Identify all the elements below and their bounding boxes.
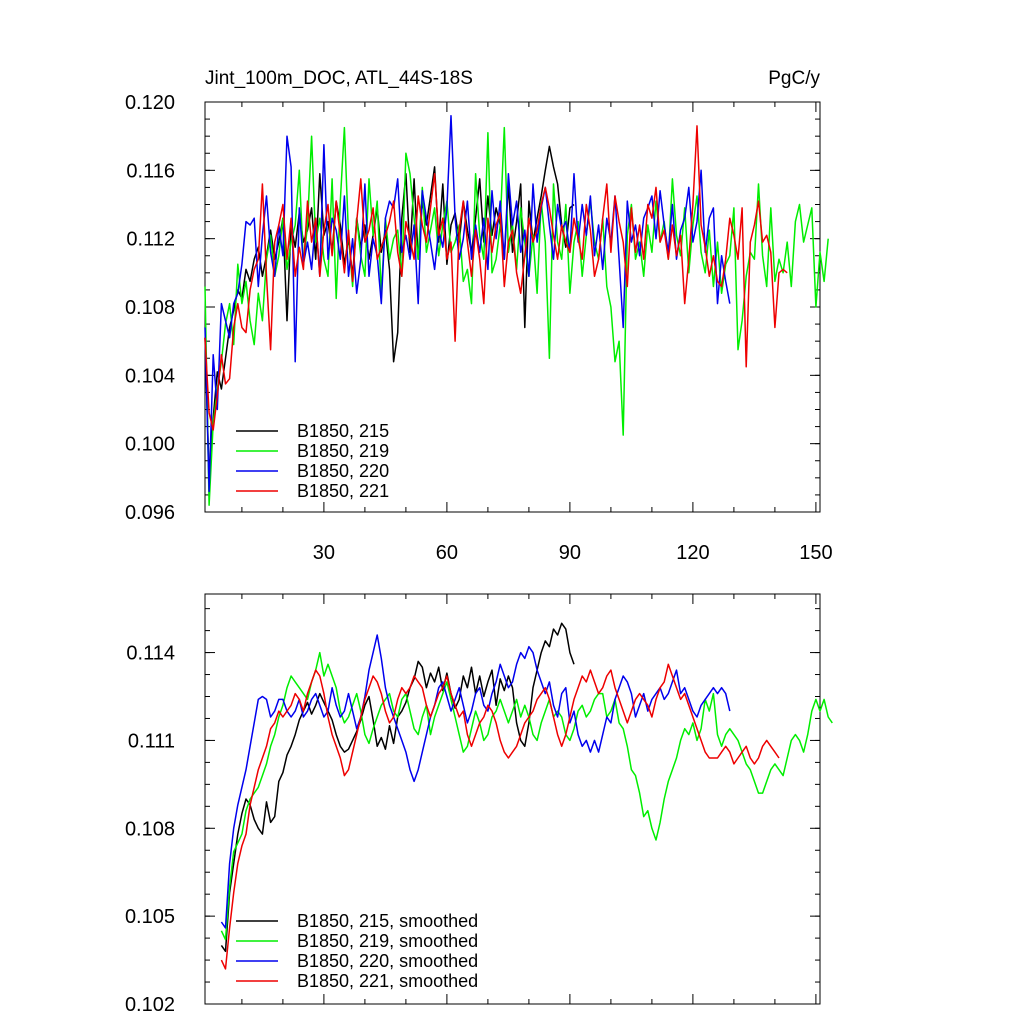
x-tick-label: 60 <box>436 542 458 564</box>
legend-label: B1850, 221 <box>297 481 389 501</box>
series-line <box>220 651 833 941</box>
y-tick-label: 0.105 <box>125 906 175 928</box>
legend-label: B1850, 221, smoothed <box>297 971 478 991</box>
legend-label: B1850, 219, smoothed <box>297 931 478 951</box>
y-tick-label: 0.116 <box>126 160 175 182</box>
top-chart-units: PgC/y <box>768 68 820 89</box>
legend-label: B1850, 215 <box>297 421 389 441</box>
y-tick-label: 0.108 <box>125 297 175 319</box>
bottom-axis-ticks: 0.102 0.105 0.108 0.111 0.114 <box>125 594 820 1016</box>
y-tick-label: 0.104 <box>125 365 175 387</box>
legend-label: B1850, 220, smoothed <box>297 951 478 971</box>
legend-label: B1850, 219 <box>297 441 389 461</box>
series-line <box>220 634 731 929</box>
x-tick-label: 150 <box>799 542 832 564</box>
x-tick-label: 120 <box>676 542 709 564</box>
y-tick-label: 0.120 <box>125 92 175 114</box>
series-line <box>204 114 731 493</box>
y-tick-label: 0.100 <box>125 434 175 456</box>
y-tick-label: 0.102 <box>125 994 175 1016</box>
top-chart-title: Jint_100m_DOC, ATL_44S-18S <box>205 68 473 89</box>
legend-label: B1850, 220 <box>297 461 389 481</box>
y-tick-label: 0.108 <box>125 818 175 840</box>
series-line <box>204 125 788 431</box>
bottom-plot-frame <box>204 593 821 1005</box>
y-tick-label: 0.112 <box>126 229 175 251</box>
x-tick-label: 30 <box>313 542 335 564</box>
y-tick-label: 0.096 <box>125 502 175 524</box>
top-axis-ticks: 0.096 0.100 0.104 0.108 0.112 0.116 0.120 30 60 9… <box>125 92 833 564</box>
legend-label: B1850, 215, smoothed <box>297 911 478 931</box>
x-tick-label: 90 <box>559 542 581 564</box>
top-panel: Jint_100m_DOC, ATL_44S-18S PgC/y 0.0960.… <box>125 68 833 564</box>
series-line <box>220 622 575 953</box>
top-series-lines <box>204 114 829 506</box>
y-tick-label: 0.114 <box>126 643 175 665</box>
bottom-series-lines <box>220 622 833 970</box>
y-tick-label: 0.111 <box>128 730 175 752</box>
bottom-panel: 0.102 0.105 0.108 0.111 0.114 B1850, 215, sm… <box>125 593 833 1016</box>
series-line <box>220 663 780 970</box>
